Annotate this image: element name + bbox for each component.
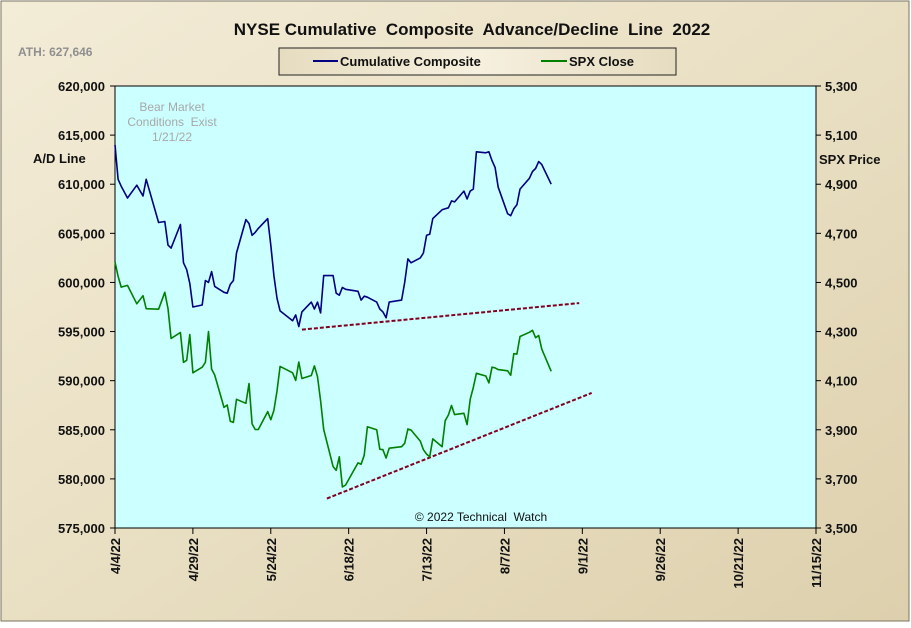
y-left-tick-label: 585,000 [58,423,105,438]
y-right-tick-label: 5,100 [825,128,858,143]
x-tick-label: 7/13/22 [420,538,435,581]
ylabel-left: A/D Line [33,151,86,166]
series-line-spx [114,261,552,488]
trendline-left [301,302,580,331]
y-right-axis: 3,500 3,700 3,900 4,100 4,300 4,500 4,700 4,900… [816,79,858,536]
y-left-axis: 575,000 580,000 585,000 590,000 595,000 600,0… [58,79,115,536]
plot-area [114,85,817,529]
legend-box [278,47,677,76]
x-axis: 4/4/22 4/29/22 5/24/22 6/18/22 7/13/22 8/7/22… [108,528,824,589]
y-left-tick-label: 580,000 [58,472,105,487]
annotation-line-2: Conditions Exist [127,115,217,129]
y-right-tick-label: 3,700 [825,472,858,487]
annotation-line-1: Bear Market [139,100,205,114]
y-left-tick-label: 615,000 [58,128,105,143]
y-left-tick-label: 590,000 [58,374,105,389]
y-right-tick-label: 3,500 [825,521,858,536]
bear-market-annotation: Bear Market Conditions Exist 1/21/22 [127,100,217,144]
trendline-right [326,392,593,500]
y-left-tick-label: 595,000 [58,325,105,340]
legend: Cumulative Composite SPX Close [278,47,677,76]
y-left-tick-label: 600,000 [58,275,105,290]
y-right-tick-label: 4,900 [825,177,858,192]
x-tick-label: 11/15/22 [809,538,824,588]
copyright: © 2022 Technical Watch [415,510,547,524]
x-tick-label: 8/7/22 [497,538,512,574]
y-right-tick-label: 5,300 [825,79,858,94]
legend-label-spx: SPX Close [569,54,634,69]
x-tick-label: 4/29/22 [186,538,201,581]
y-right-tick-label: 4,300 [825,325,858,340]
ath-label: ATH: 627,646 [18,45,93,59]
series-line-composite [114,144,552,328]
y-right-tick-label: 4,100 [825,374,858,389]
x-tick-label: 9/1/22 [575,538,590,574]
y-left-tick-label: 610,000 [58,177,105,192]
y-left-tick-label: 605,000 [58,226,105,241]
x-tick-label: 10/21/22 [731,538,746,589]
y-left-tick-label: 575,000 [58,521,105,536]
y-right-tick-label: 4,700 [825,226,858,241]
y-right-tick-label: 4,500 [825,275,858,290]
chart-title: NYSE Cumulative Composite Advance/Declin… [234,20,710,39]
ylabel-right: SPX Price [819,152,880,167]
x-tick-label: 6/18/22 [342,538,357,581]
x-tick-label: 4/4/22 [108,538,123,574]
y-left-tick-label: 620,000 [58,79,105,94]
trendlines [301,302,593,500]
legend-label-composite: Cumulative Composite [340,54,481,69]
annotation-line-3: 1/21/22 [152,130,192,144]
y-right-tick-label: 3,900 [825,423,858,438]
x-tick-label: 5/24/22 [264,538,279,581]
series-lines [114,144,552,488]
x-tick-label: 9/26/22 [653,538,668,581]
